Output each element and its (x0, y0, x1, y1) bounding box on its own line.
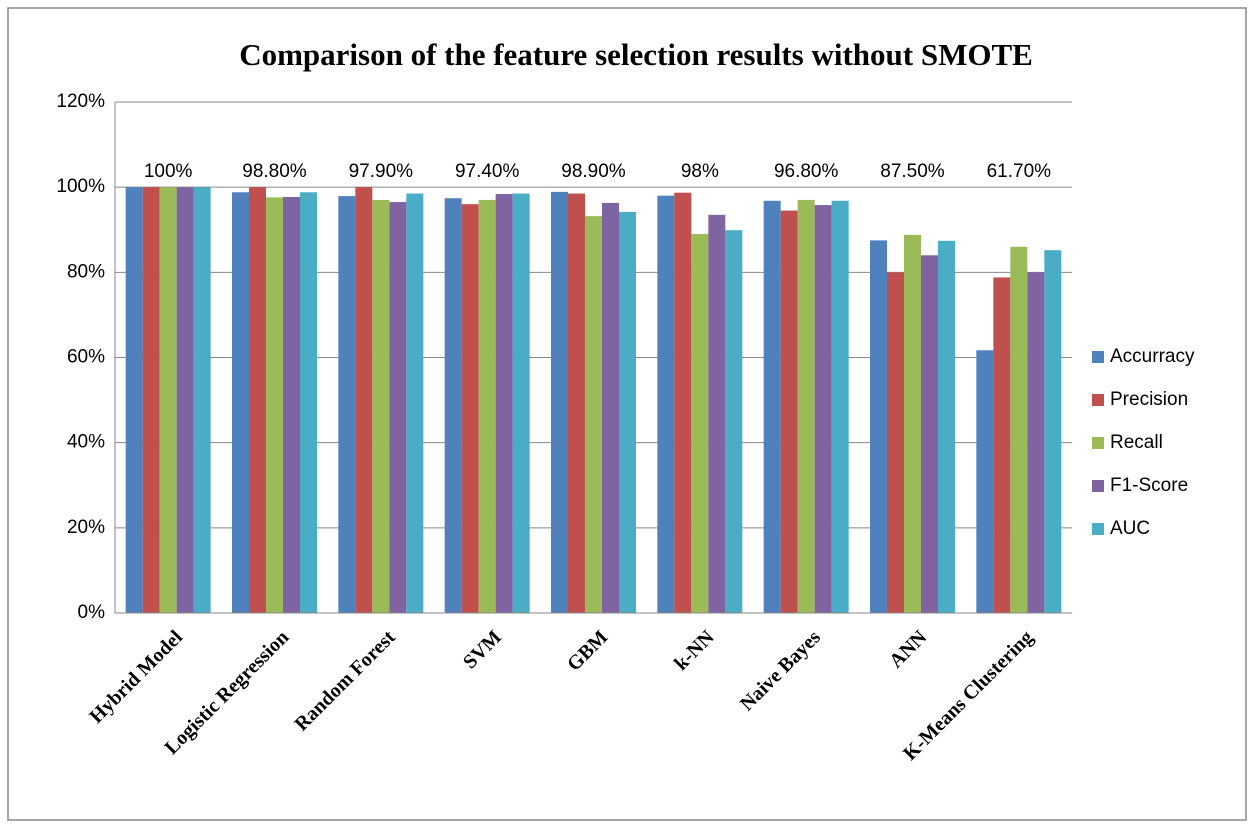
bar (568, 193, 585, 613)
bar (193, 187, 211, 613)
y-tick-label: 100% (56, 176, 105, 197)
bar (993, 277, 1011, 613)
bar (1044, 250, 1062, 613)
legend-swatch (1092, 480, 1104, 492)
bar (887, 272, 904, 613)
bar (904, 234, 921, 614)
bar (1010, 246, 1028, 614)
legend-label: Precision (1110, 389, 1188, 410)
bar (372, 199, 390, 614)
legend-swatch (1092, 523, 1104, 535)
legend-swatch (1092, 394, 1104, 406)
bar (159, 187, 177, 613)
data-label: 98.90% (561, 161, 626, 182)
legend-swatch (1092, 351, 1104, 363)
x-tick-label: Random Forest (290, 626, 399, 735)
bar (461, 204, 479, 613)
y-tick-label: 60% (67, 347, 105, 368)
y-tick-label: 120% (56, 91, 105, 112)
y-tick-label: 40% (67, 432, 105, 453)
x-tick-label: GBM (563, 626, 612, 675)
legend-label: Accurracy (1110, 346, 1195, 367)
data-label: 96.80% (774, 161, 839, 182)
bar (674, 192, 692, 613)
legend-label: F1-Score (1110, 475, 1188, 496)
y-tick-label: 80% (67, 261, 105, 282)
bar (708, 214, 726, 614)
x-tick-label: ANN (885, 626, 932, 673)
bar (495, 193, 513, 614)
data-label: 97.90% (349, 161, 414, 182)
chart-title: Comparison of the feature selection resu… (239, 37, 1033, 72)
bar (619, 211, 636, 614)
bar (657, 195, 675, 613)
bar (976, 350, 994, 613)
x-tick-label: Hybrid Model (85, 626, 187, 728)
bar (266, 197, 283, 614)
bar (355, 187, 373, 613)
bar (870, 240, 887, 614)
bar (478, 199, 496, 614)
bar (780, 210, 798, 613)
bar (249, 187, 266, 613)
data-label: 97.40% (455, 161, 520, 182)
bar (142, 187, 160, 613)
data-label: 61.70% (987, 161, 1052, 182)
bar (389, 202, 407, 613)
x-tick-label: k-NN (670, 626, 719, 675)
legend-label: AUC (1110, 518, 1150, 539)
bar (300, 192, 317, 613)
data-label: 87.50% (880, 161, 945, 182)
bar (406, 193, 424, 613)
bar (725, 230, 743, 613)
bar (814, 205, 832, 613)
bar (176, 187, 194, 613)
y-tick-label: 20% (67, 517, 105, 538)
bar (551, 191, 568, 613)
bar (232, 192, 249, 613)
bar (512, 193, 530, 613)
legend-label: Recall (1110, 432, 1163, 453)
data-label: 100% (144, 161, 193, 182)
bar (797, 199, 815, 614)
bar (585, 216, 602, 613)
bar (338, 196, 356, 613)
x-tick-label: SVM (459, 626, 506, 673)
data-label: 98.80% (242, 161, 307, 182)
bar (444, 198, 462, 613)
data-label: 98% (681, 161, 719, 182)
bar (602, 202, 619, 614)
bar (125, 187, 143, 613)
x-tick-label: Naive Bayes (736, 626, 825, 715)
legend-swatch (1092, 437, 1104, 449)
bar (938, 240, 955, 614)
bar (763, 200, 781, 613)
y-tick-label: 0% (78, 602, 106, 623)
bar (831, 200, 849, 613)
bar (283, 196, 300, 614)
bar (921, 255, 938, 614)
bar (691, 234, 709, 613)
chart-border (7, 7, 1247, 821)
bar (1027, 272, 1045, 613)
